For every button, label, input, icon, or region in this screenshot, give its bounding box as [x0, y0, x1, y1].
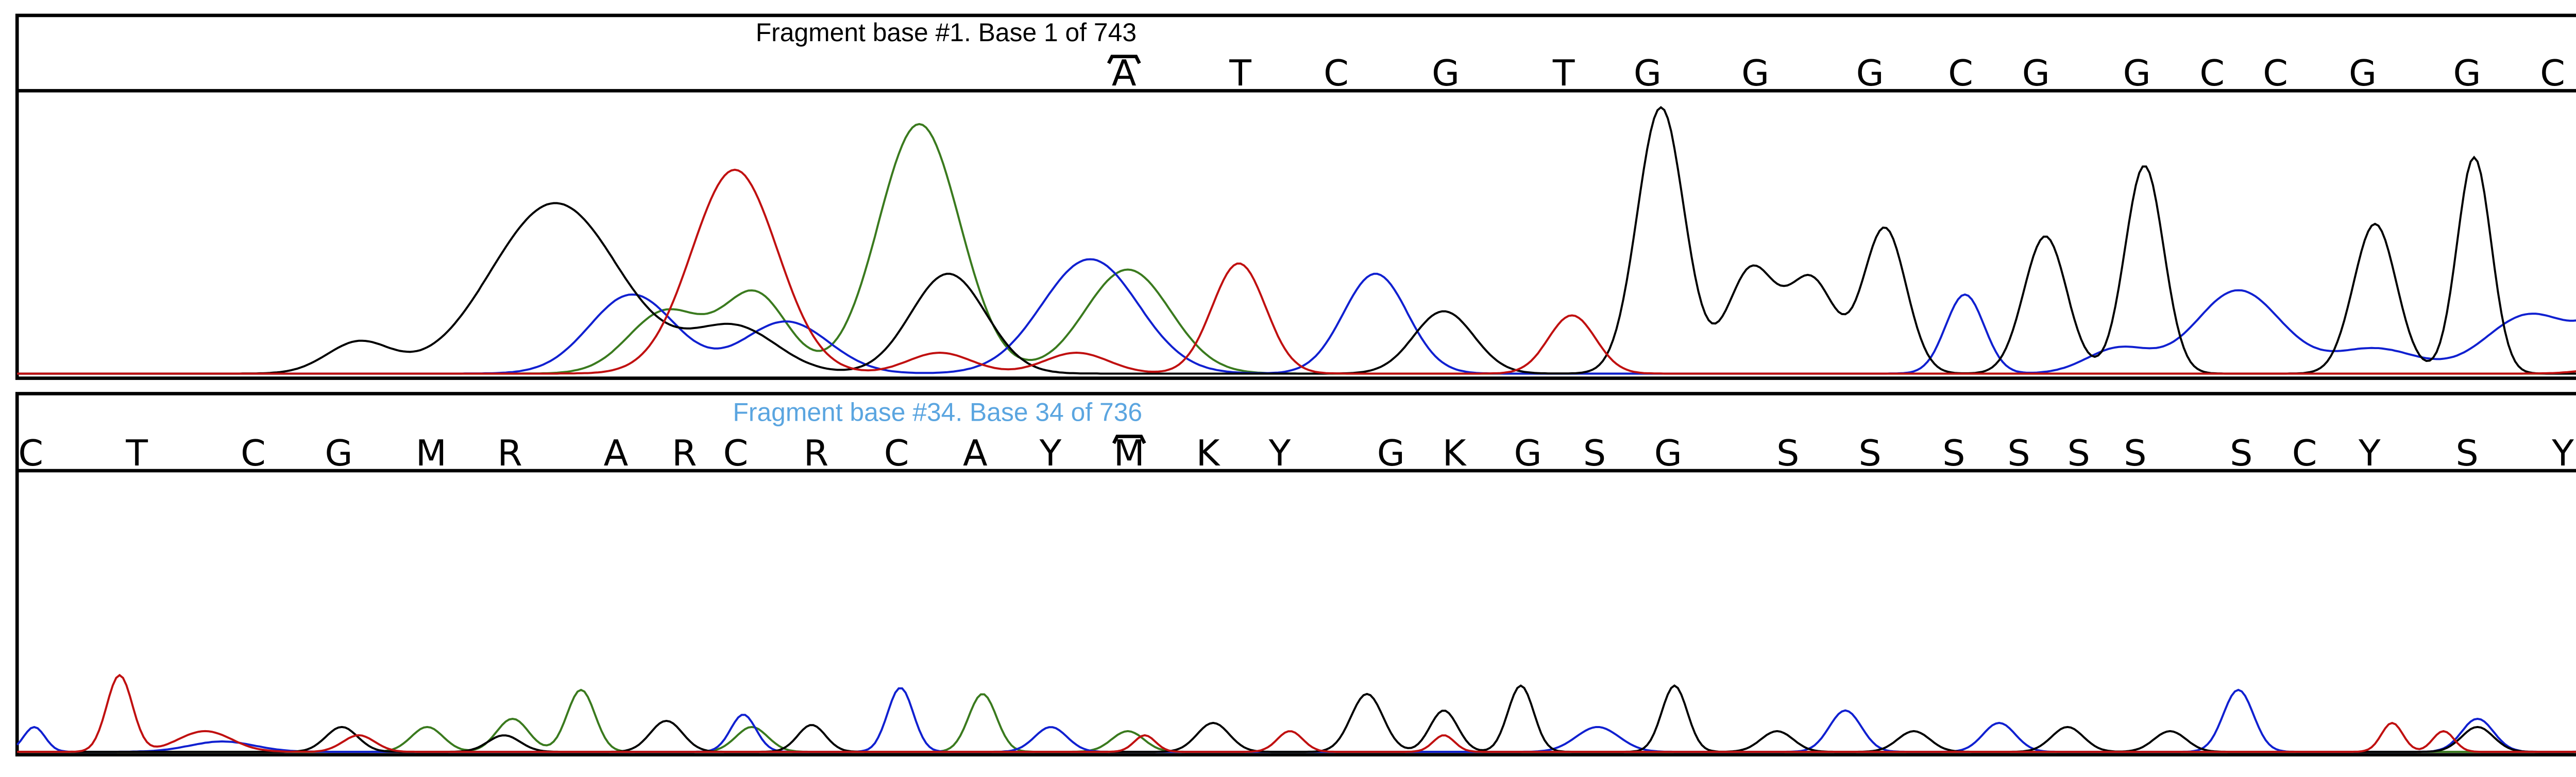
base-call-G[interactable]: G	[2349, 53, 2377, 94]
trace-A	[17, 688, 2576, 753]
base-call-A[interactable]: A	[1112, 53, 1137, 94]
base-call-K[interactable]: K	[1196, 433, 1221, 474]
base-call-R[interactable]: R	[672, 433, 697, 474]
base-call-R[interactable]: R	[497, 433, 522, 474]
base-call-G[interactable]: G	[1741, 53, 1769, 94]
base-call-C[interactable]: C	[723, 433, 749, 474]
top-panel-frame	[15, 13, 2576, 380]
base-call-S[interactable]: S	[2124, 433, 2146, 474]
base-call-S[interactable]: S	[1858, 433, 1881, 474]
base-call-Y[interactable]: Y	[1268, 433, 1291, 474]
base-call-S[interactable]: S	[1942, 433, 1965, 474]
trace-G	[17, 684, 2576, 753]
top-fragment-title: Fragment base #1. Base 1 of 743	[756, 18, 1137, 47]
bottom-base-calls: CTCGMRARCRCAYMKYGKGSGSSSSSSSCYSYS	[18, 433, 2574, 474]
base-call-C[interactable]: C	[18, 433, 43, 474]
base-call-S[interactable]: S	[1583, 433, 1606, 474]
base-call-M[interactable]: M	[1114, 433, 1145, 474]
base-call-G[interactable]: G	[1634, 53, 1662, 94]
trace-C	[17, 258, 2576, 375]
base-call-C[interactable]: C	[2199, 53, 2225, 94]
base-call-G[interactable]: G	[2123, 53, 2151, 94]
base-call-S[interactable]: S	[2455, 433, 2478, 474]
base-call-G[interactable]: G	[1377, 433, 1405, 474]
selected-base-marker	[1107, 55, 1141, 64]
base-call-G[interactable]: G	[325, 433, 352, 474]
base-call-Y[interactable]: Y	[2551, 433, 2574, 474]
top-traces	[17, 106, 2576, 375]
base-call-M[interactable]: M	[416, 433, 447, 474]
base-call-S[interactable]: S	[2067, 433, 2090, 474]
base-call-T[interactable]: T	[1229, 53, 1251, 94]
base-call-A[interactable]: A	[963, 433, 988, 474]
base-call-C[interactable]: C	[2540, 53, 2565, 94]
bottom-panel[interactable]: Fragment base #34. Base 34 of 736 C T C G M R…	[15, 392, 2576, 757]
base-call-T[interactable]: T	[125, 433, 148, 474]
base-call-C[interactable]: C	[1324, 53, 1349, 94]
base-call-G[interactable]: G	[1432, 53, 1460, 94]
base-call-G[interactable]: G	[1654, 433, 1682, 474]
base-call-C[interactable]: C	[1948, 53, 1973, 94]
selected-base-marker	[1112, 435, 1146, 444]
trace-G	[17, 106, 2576, 375]
trace-A	[17, 123, 2576, 375]
base-call-Y[interactable]: Y	[2358, 433, 2381, 474]
top-panel[interactable]: Fragment base #1. Base 1 of 743 A T C G T G G G…	[15, 13, 2576, 380]
trace-T	[17, 168, 2576, 375]
bottom-traces	[16, 674, 2576, 753]
base-call-C[interactable]: C	[2263, 53, 2288, 94]
base-call-G[interactable]: G	[1856, 53, 1884, 94]
bottom-panel-frame	[15, 392, 2576, 757]
base-call-R[interactable]: R	[804, 433, 828, 474]
base-call-Y[interactable]: Y	[1039, 433, 1062, 474]
trace-T	[17, 674, 2576, 753]
base-call-S[interactable]: S	[1776, 433, 1799, 474]
base-call-S[interactable]: S	[2007, 433, 2030, 474]
base-call-C[interactable]: C	[241, 433, 266, 474]
base-call-C[interactable]: C	[2292, 433, 2317, 474]
base-call-S[interactable]: S	[2230, 433, 2252, 474]
top-base-calls: ATCGTGGGCGGCCGGCC	[1107, 53, 2565, 94]
trace-C	[16, 687, 2576, 753]
base-call-T[interactable]: T	[1552, 53, 1575, 94]
base-call-G[interactable]: G	[2453, 53, 2481, 94]
base-call-G[interactable]: G	[1514, 433, 1541, 474]
base-call-G[interactable]: G	[2022, 53, 2050, 94]
base-call-C[interactable]: C	[884, 433, 909, 474]
base-call-K[interactable]: K	[1443, 433, 1467, 474]
base-call-A[interactable]: A	[604, 433, 629, 474]
bottom-fragment-title: Fragment base #34. Base 34 of 736	[733, 398, 1142, 427]
